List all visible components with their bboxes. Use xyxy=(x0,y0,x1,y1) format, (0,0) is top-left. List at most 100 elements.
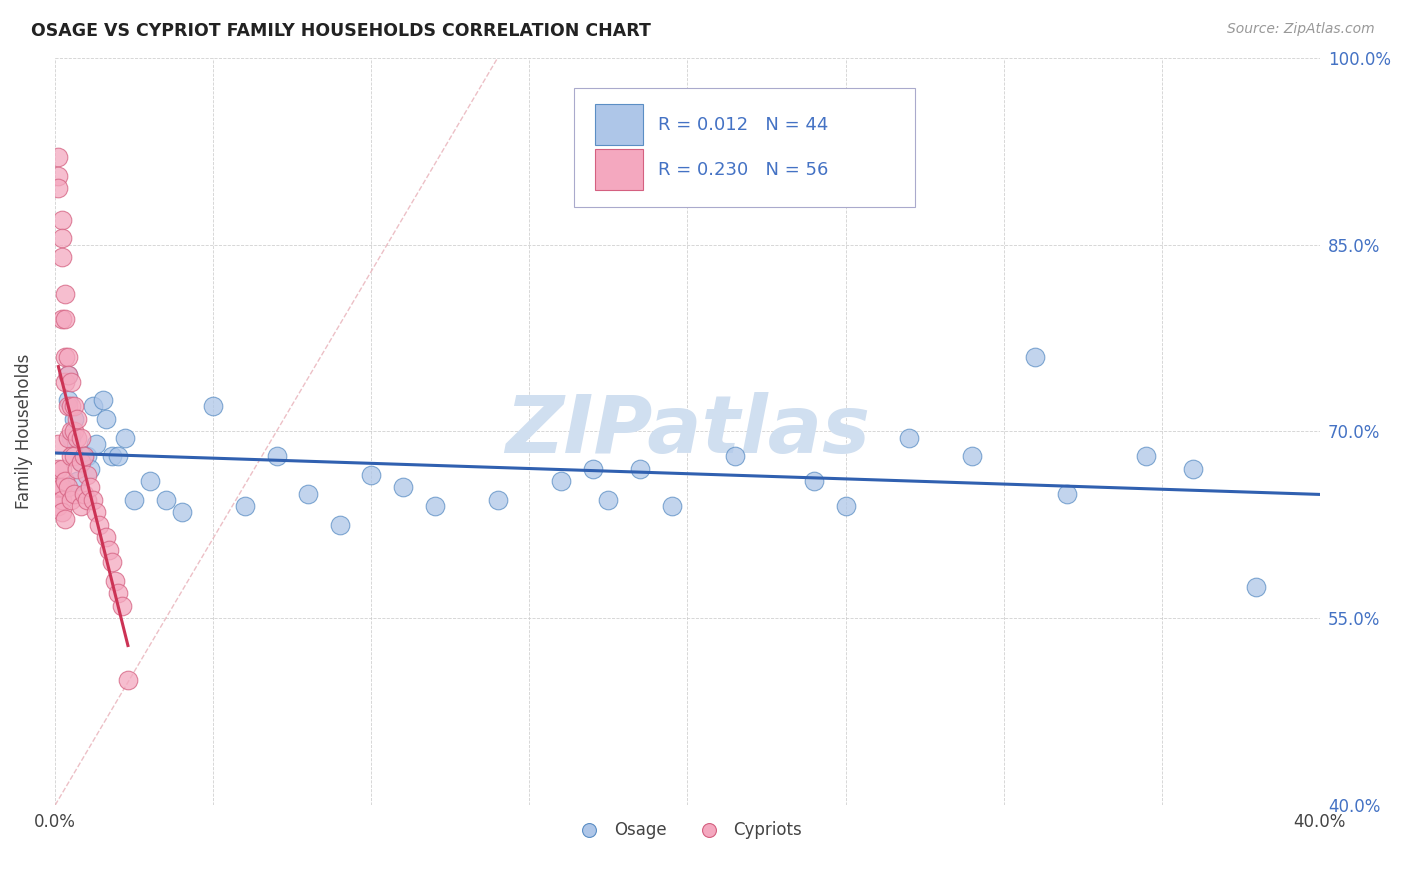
Point xyxy=(48,437,70,451)
Point xyxy=(51,250,73,264)
Point xyxy=(897,431,920,445)
Point xyxy=(63,412,86,426)
Point xyxy=(56,368,79,383)
Point xyxy=(51,461,73,475)
Point xyxy=(60,400,83,414)
Point xyxy=(53,375,76,389)
Point xyxy=(101,555,124,569)
Point xyxy=(423,499,446,513)
Point xyxy=(48,499,70,513)
Point xyxy=(661,499,683,513)
Point xyxy=(66,474,89,488)
Text: R = 0.012   N = 44: R = 0.012 N = 44 xyxy=(658,116,828,134)
Point xyxy=(97,542,120,557)
Point xyxy=(114,431,136,445)
Point xyxy=(1056,486,1078,500)
Point xyxy=(53,474,76,488)
Point xyxy=(392,480,415,494)
Point xyxy=(73,449,96,463)
FancyBboxPatch shape xyxy=(595,104,643,145)
Point xyxy=(94,530,117,544)
Point xyxy=(73,449,96,463)
Y-axis label: Family Households: Family Households xyxy=(15,353,32,509)
Point xyxy=(56,400,79,414)
Point xyxy=(486,492,509,507)
Point xyxy=(233,499,256,513)
Point xyxy=(56,393,79,408)
Point xyxy=(101,449,124,463)
Point xyxy=(107,449,129,463)
Point xyxy=(53,287,76,301)
FancyBboxPatch shape xyxy=(595,149,643,190)
Point xyxy=(598,492,620,507)
Point xyxy=(63,449,86,463)
Point xyxy=(297,486,319,500)
Text: Source: ZipAtlas.com: Source: ZipAtlas.com xyxy=(1227,22,1375,37)
Point xyxy=(110,599,132,613)
Point xyxy=(91,393,114,408)
Point xyxy=(48,480,70,494)
Point xyxy=(48,181,70,195)
Point xyxy=(107,586,129,600)
Point xyxy=(960,449,983,463)
Point xyxy=(51,480,73,494)
Point xyxy=(66,412,89,426)
Point xyxy=(89,517,111,532)
Point xyxy=(53,350,76,364)
Text: R = 0.230   N = 56: R = 0.230 N = 56 xyxy=(658,161,828,178)
Point xyxy=(69,499,91,513)
Point xyxy=(63,425,86,439)
Point xyxy=(69,431,91,445)
Point xyxy=(170,505,193,519)
Point xyxy=(73,486,96,500)
Point xyxy=(66,461,89,475)
Point xyxy=(79,480,101,494)
Point xyxy=(1135,449,1157,463)
Text: OSAGE VS CYPRIOT FAMILY HOUSEHOLDS CORRELATION CHART: OSAGE VS CYPRIOT FAMILY HOUSEHOLDS CORRE… xyxy=(31,22,651,40)
Point xyxy=(66,431,89,445)
Point xyxy=(76,467,98,482)
Point xyxy=(48,150,70,164)
Point xyxy=(76,449,98,463)
Point xyxy=(1024,350,1046,364)
Point xyxy=(82,400,104,414)
Point xyxy=(56,368,79,383)
Point xyxy=(1246,580,1268,594)
Point xyxy=(60,449,83,463)
Point xyxy=(48,461,70,475)
Point xyxy=(803,474,825,488)
Point xyxy=(69,455,91,469)
Point xyxy=(60,431,83,445)
Point xyxy=(56,431,79,445)
Point xyxy=(69,455,91,469)
Point xyxy=(51,231,73,245)
Point xyxy=(139,474,162,488)
Point xyxy=(202,400,225,414)
Point xyxy=(53,312,76,326)
Point xyxy=(86,437,108,451)
Point xyxy=(51,492,73,507)
Point xyxy=(628,461,651,475)
Point xyxy=(82,492,104,507)
Point xyxy=(834,499,856,513)
Point xyxy=(155,492,177,507)
Point xyxy=(550,474,572,488)
Point xyxy=(56,350,79,364)
Point xyxy=(51,312,73,326)
Point xyxy=(60,375,83,389)
Point xyxy=(1182,461,1205,475)
Point xyxy=(122,492,145,507)
Point xyxy=(60,425,83,439)
Point xyxy=(360,467,382,482)
Legend: Osage, Cypriots: Osage, Cypriots xyxy=(567,814,808,846)
Point xyxy=(581,461,603,475)
Point xyxy=(63,486,86,500)
Point xyxy=(60,492,83,507)
Point xyxy=(76,492,98,507)
Point xyxy=(56,480,79,494)
Point xyxy=(51,212,73,227)
Point xyxy=(724,449,747,463)
Point xyxy=(53,511,76,525)
Point xyxy=(266,449,288,463)
Text: ZIPatlas: ZIPatlas xyxy=(505,392,870,470)
